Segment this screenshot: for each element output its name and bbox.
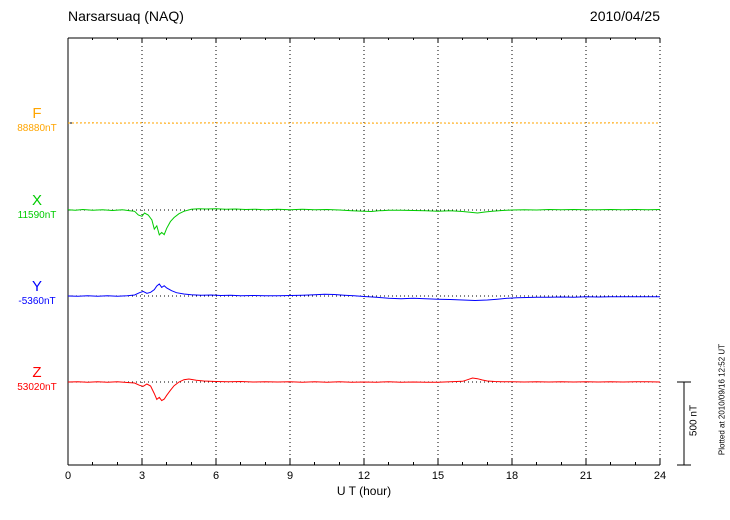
x-tick-label-12: 12 [357,470,371,482]
scale-bar-label: 500 nT [688,404,700,437]
x-axis-label: U T (hour) [336,484,392,498]
x-tick-label-21: 21 [579,470,593,482]
x-tick-label-3: 3 [138,470,146,482]
x-tick-label-18: 18 [505,470,519,482]
x-tick-label-6: 6 [212,470,220,482]
x-tick-label-0: 0 [64,470,72,482]
trace-Y [67,283,661,302]
trace-X [67,208,661,236]
component-letter-F: F [32,105,42,122]
plotted-note: Plotted at 2010/09/16 12:52 UT [717,343,727,456]
component-letter-Z: Z [32,364,42,381]
component-baseline-value-F: 88880nT [17,123,57,134]
component-baseline-value-Y: -5360nT [18,296,56,307]
x-tick-label-9: 9 [286,470,294,482]
component-label-Z: Z 53020nT [8,365,66,394]
component-baseline-value-X: 11590nT [17,210,57,221]
x-tick-label-24: 24 [653,470,667,482]
component-letter-Y: Y [31,278,42,295]
component-label-X: X 11590nT [8,193,66,222]
component-letter-X: X [31,192,42,209]
page-title: Narsarsuaq (NAQ) [68,8,184,24]
trace-Z [67,377,661,402]
plot-date: 2010/04/25 [589,8,660,24]
x-tick-label-15: 15 [431,470,445,482]
component-label-F: F 88880nT [8,106,66,135]
component-baseline-value-Z: 53020nT [17,382,57,393]
component-label-Y: Y -5360nT [8,279,66,308]
